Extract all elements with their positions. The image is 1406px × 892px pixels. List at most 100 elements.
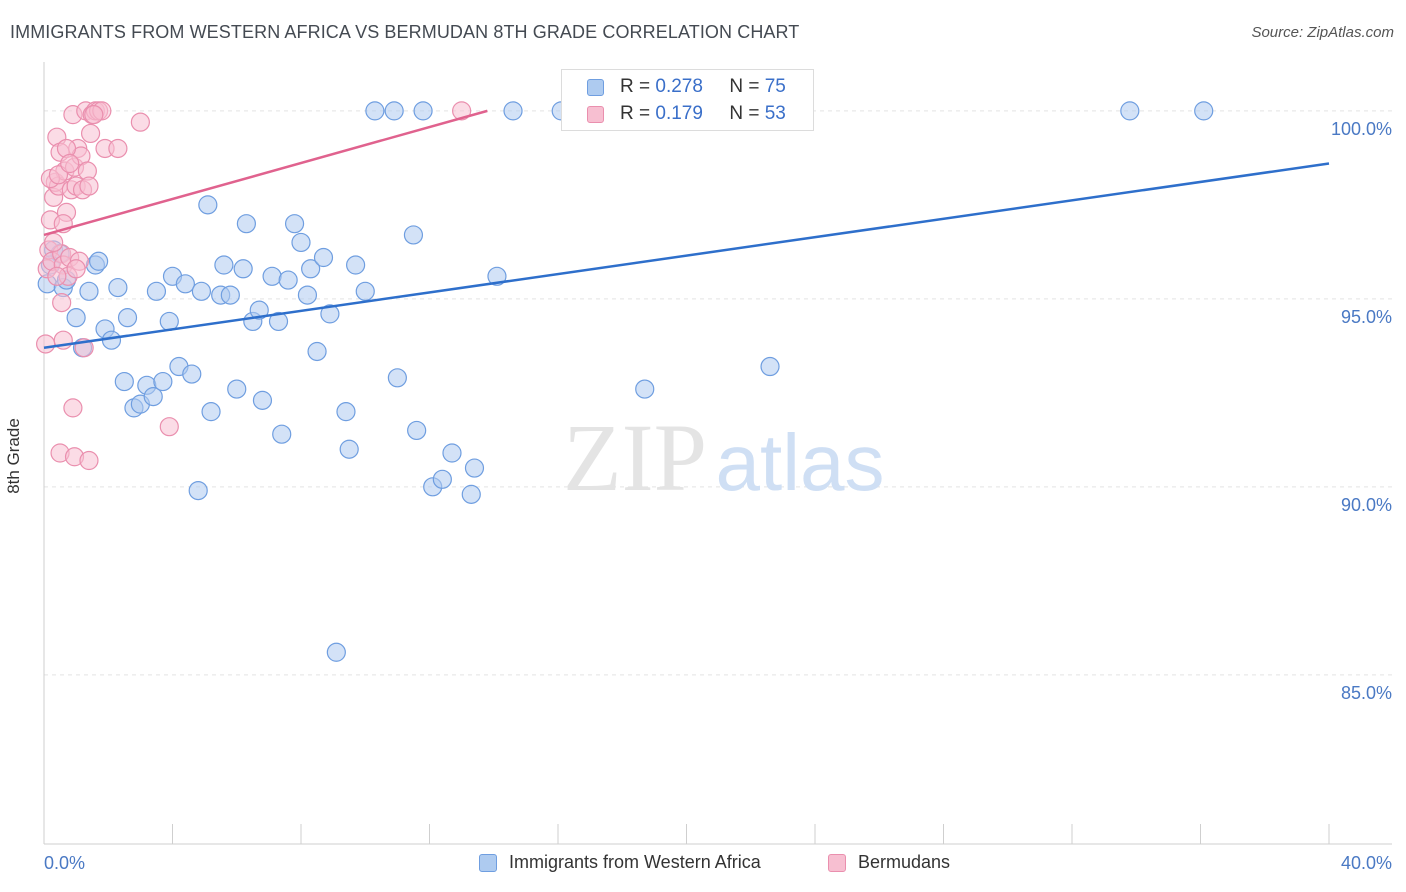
- x-tick-label-min: 0.0%: [44, 853, 86, 873]
- n-label-blue: N =: [729, 76, 760, 97]
- point-western-africa: [117, 308, 138, 328]
- legend-label-bermudans: Bermudans: [858, 852, 951, 872]
- chart-title: IMMIGRANTS FROM WESTERN AFRICA VS BERMUD…: [10, 22, 800, 42]
- point-western-africa: [214, 255, 234, 275]
- point-western-africa: [307, 341, 327, 362]
- watermark: ZIP atlas: [563, 404, 884, 511]
- point-western-africa: [403, 225, 424, 245]
- point-western-africa: [89, 251, 109, 271]
- legend-swatch-western-africa: [479, 853, 497, 872]
- point-western-africa: [108, 277, 128, 298]
- point-bermudans: [84, 105, 104, 125]
- y-tick-label: 95.0%: [1341, 307, 1392, 327]
- point-western-africa: [442, 443, 462, 463]
- legend-item-bermudans[interactable]: Bermudans: [828, 852, 950, 873]
- point-western-africa: [503, 101, 523, 121]
- legend-label-western-africa: Immigrants from Western Africa: [509, 852, 761, 872]
- point-western-africa: [461, 484, 481, 504]
- point-bermudans: [159, 417, 179, 437]
- point-western-africa: [336, 402, 356, 422]
- r-label-pink: R =: [620, 103, 651, 124]
- watermark-zip: ZIP: [563, 404, 707, 511]
- grid-layer: [44, 110, 1392, 676]
- r-value-blue: 0.278: [655, 76, 703, 97]
- axis-layer: [43, 62, 1392, 845]
- n-value-blue: 75: [764, 76, 786, 97]
- point-western-africa: [432, 469, 452, 489]
- point-bermudans: [60, 153, 80, 174]
- point-bermudans: [80, 123, 101, 144]
- point-western-africa: [1120, 101, 1140, 121]
- y-tick-label: 100.0%: [1331, 119, 1392, 139]
- point-western-africa: [413, 101, 433, 121]
- point-western-africa: [227, 379, 247, 399]
- point-western-africa: [760, 356, 780, 377]
- point-western-africa: [191, 281, 212, 301]
- point-western-africa: [146, 281, 167, 301]
- point-western-africa: [320, 304, 340, 324]
- point-western-africa: [249, 300, 269, 320]
- points-layer: [36, 101, 1214, 662]
- point-western-africa: [635, 379, 655, 399]
- point-bermudans: [47, 266, 67, 286]
- point-western-africa: [262, 266, 282, 286]
- n-value-pink: 53: [764, 103, 786, 124]
- point-western-africa: [182, 364, 202, 384]
- point-bermudans: [452, 101, 472, 121]
- chart-source: Source: ZipAtlas.com: [1251, 24, 1394, 41]
- point-western-africa: [233, 259, 253, 279]
- n-label-pink: N =: [729, 103, 760, 124]
- point-western-africa: [272, 424, 292, 444]
- point-bermudans: [63, 398, 83, 418]
- point-bermudans: [79, 450, 99, 471]
- point-bermudans: [79, 176, 99, 196]
- point-western-africa: [365, 101, 385, 121]
- point-western-africa: [464, 458, 485, 478]
- point-western-africa: [153, 371, 173, 392]
- trend-layer: [43, 109, 1330, 349]
- point-bermudans: [44, 232, 64, 253]
- legend-swatch-blue: [587, 78, 604, 96]
- point-western-africa: [114, 371, 134, 392]
- point-western-africa: [66, 308, 86, 328]
- y-tick-labels: 85.0% 90.0% 95.0% 100.0%: [1331, 119, 1392, 703]
- series-legend: Immigrants from Western Africa Bermudans: [0, 852, 1406, 876]
- r-label-blue: R =: [620, 76, 651, 97]
- point-western-africa: [175, 274, 195, 294]
- point-western-africa: [198, 195, 218, 215]
- point-western-africa: [252, 390, 273, 410]
- point-western-africa: [278, 270, 298, 290]
- watermark-atlas: atlas: [716, 418, 885, 507]
- point-western-africa: [201, 402, 221, 422]
- point-western-africa: [387, 368, 407, 388]
- y-tick-label: 85.0%: [1341, 683, 1392, 703]
- stats-legend-row-pink: R = 0.179 N = 53: [587, 103, 786, 125]
- legend-swatch-pink: [587, 105, 604, 123]
- trendline-western-africa: [43, 162, 1330, 349]
- point-western-africa: [326, 642, 346, 662]
- trendline-bermudans: [43, 109, 488, 237]
- point-western-africa: [220, 285, 240, 305]
- point-western-africa: [188, 480, 208, 501]
- point-western-africa: [313, 247, 334, 268]
- point-western-africa: [407, 420, 427, 441]
- point-western-africa: [384, 101, 404, 121]
- point-western-africa: [297, 285, 318, 305]
- r-value-pink: 0.179: [655, 103, 703, 124]
- y-tick-label: 90.0%: [1341, 495, 1392, 515]
- point-western-africa: [301, 259, 321, 279]
- point-bermudans: [36, 334, 56, 354]
- stats-legend: R = 0.278 N = 75 R = 0.179 N = 53: [561, 69, 814, 131]
- point-bermudans: [130, 112, 150, 132]
- point-western-africa: [339, 439, 359, 459]
- legend-item-western-africa[interactable]: Immigrants from Western Africa: [479, 852, 761, 873]
- stats-legend-row-blue: R = 0.278 N = 75: [587, 76, 786, 98]
- point-bermudans: [52, 293, 72, 313]
- point-western-africa: [487, 266, 507, 286]
- point-western-africa: [346, 255, 366, 275]
- point-western-africa: [268, 311, 289, 332]
- point-western-africa: [143, 387, 163, 407]
- point-western-africa: [79, 281, 99, 301]
- point-western-africa: [1194, 101, 1214, 121]
